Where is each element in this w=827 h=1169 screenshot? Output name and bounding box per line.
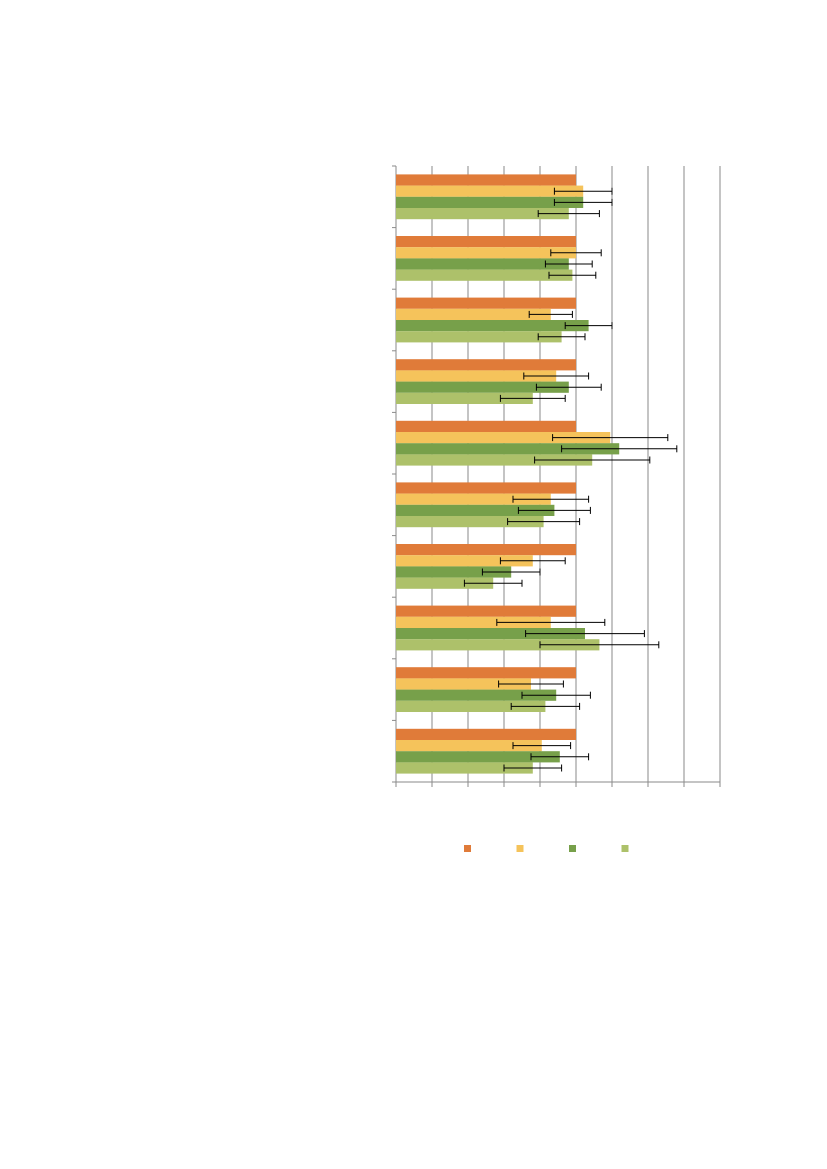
error-bar xyxy=(498,680,564,688)
bar xyxy=(396,605,576,617)
error-bar xyxy=(539,641,660,649)
bar xyxy=(396,454,593,466)
error-bar xyxy=(550,249,602,257)
error-bar xyxy=(553,198,613,206)
bar xyxy=(396,236,576,248)
bar xyxy=(396,700,546,712)
error-bar xyxy=(507,518,581,526)
error-bar xyxy=(521,691,591,699)
bar xyxy=(396,751,560,763)
bar xyxy=(396,667,576,679)
bar xyxy=(396,628,585,640)
bar xyxy=(396,740,542,752)
error-bar xyxy=(512,495,590,503)
bar xyxy=(396,728,576,740)
error-bar xyxy=(499,394,566,402)
bar xyxy=(396,258,569,270)
legend-swatch xyxy=(621,845,629,852)
bar xyxy=(396,516,544,528)
error-bar xyxy=(561,445,678,453)
bar xyxy=(396,566,512,578)
bar xyxy=(396,185,584,197)
bar xyxy=(396,577,494,589)
error-bar xyxy=(525,630,645,638)
bar xyxy=(396,555,533,567)
legend-swatch xyxy=(464,845,471,852)
bar xyxy=(396,269,573,281)
bar xyxy=(396,420,576,432)
legend-swatch xyxy=(516,845,524,852)
bar xyxy=(396,493,551,505)
bar xyxy=(396,196,584,208)
error-bar xyxy=(537,333,586,341)
error-bar xyxy=(496,618,606,626)
bar xyxy=(396,359,576,371)
error-bar xyxy=(523,372,590,380)
bar xyxy=(396,616,551,628)
bar xyxy=(396,432,611,444)
bar xyxy=(396,689,557,701)
bar xyxy=(396,482,576,494)
error-bar xyxy=(544,260,593,268)
error-bar xyxy=(553,187,613,195)
bar xyxy=(396,331,562,343)
error-bar xyxy=(564,322,613,330)
bar xyxy=(396,504,555,516)
error-bar xyxy=(481,568,541,576)
error-bar xyxy=(548,271,597,279)
error-bar xyxy=(535,383,602,391)
bar xyxy=(396,762,533,774)
bar xyxy=(396,320,589,332)
bar xyxy=(396,544,576,556)
error-bar xyxy=(537,210,600,218)
error-bar xyxy=(503,764,563,772)
error-bar xyxy=(552,434,669,442)
bar xyxy=(396,381,569,393)
bar xyxy=(396,308,551,320)
error-bar xyxy=(517,506,591,514)
bar xyxy=(396,392,533,404)
error-bar xyxy=(510,702,581,710)
bar xyxy=(396,370,557,382)
error-bar xyxy=(512,742,572,750)
bar xyxy=(396,639,600,651)
bar xyxy=(396,174,576,186)
error-bar xyxy=(528,310,573,318)
error-bar xyxy=(530,753,590,761)
error-bar xyxy=(534,456,651,464)
bar xyxy=(396,443,620,455)
bar xyxy=(396,678,531,690)
bar xyxy=(396,297,576,309)
bar xyxy=(396,208,569,220)
bar xyxy=(396,247,576,259)
legend-swatch xyxy=(569,845,576,852)
error-bar xyxy=(463,579,523,587)
error-bar xyxy=(499,557,566,565)
